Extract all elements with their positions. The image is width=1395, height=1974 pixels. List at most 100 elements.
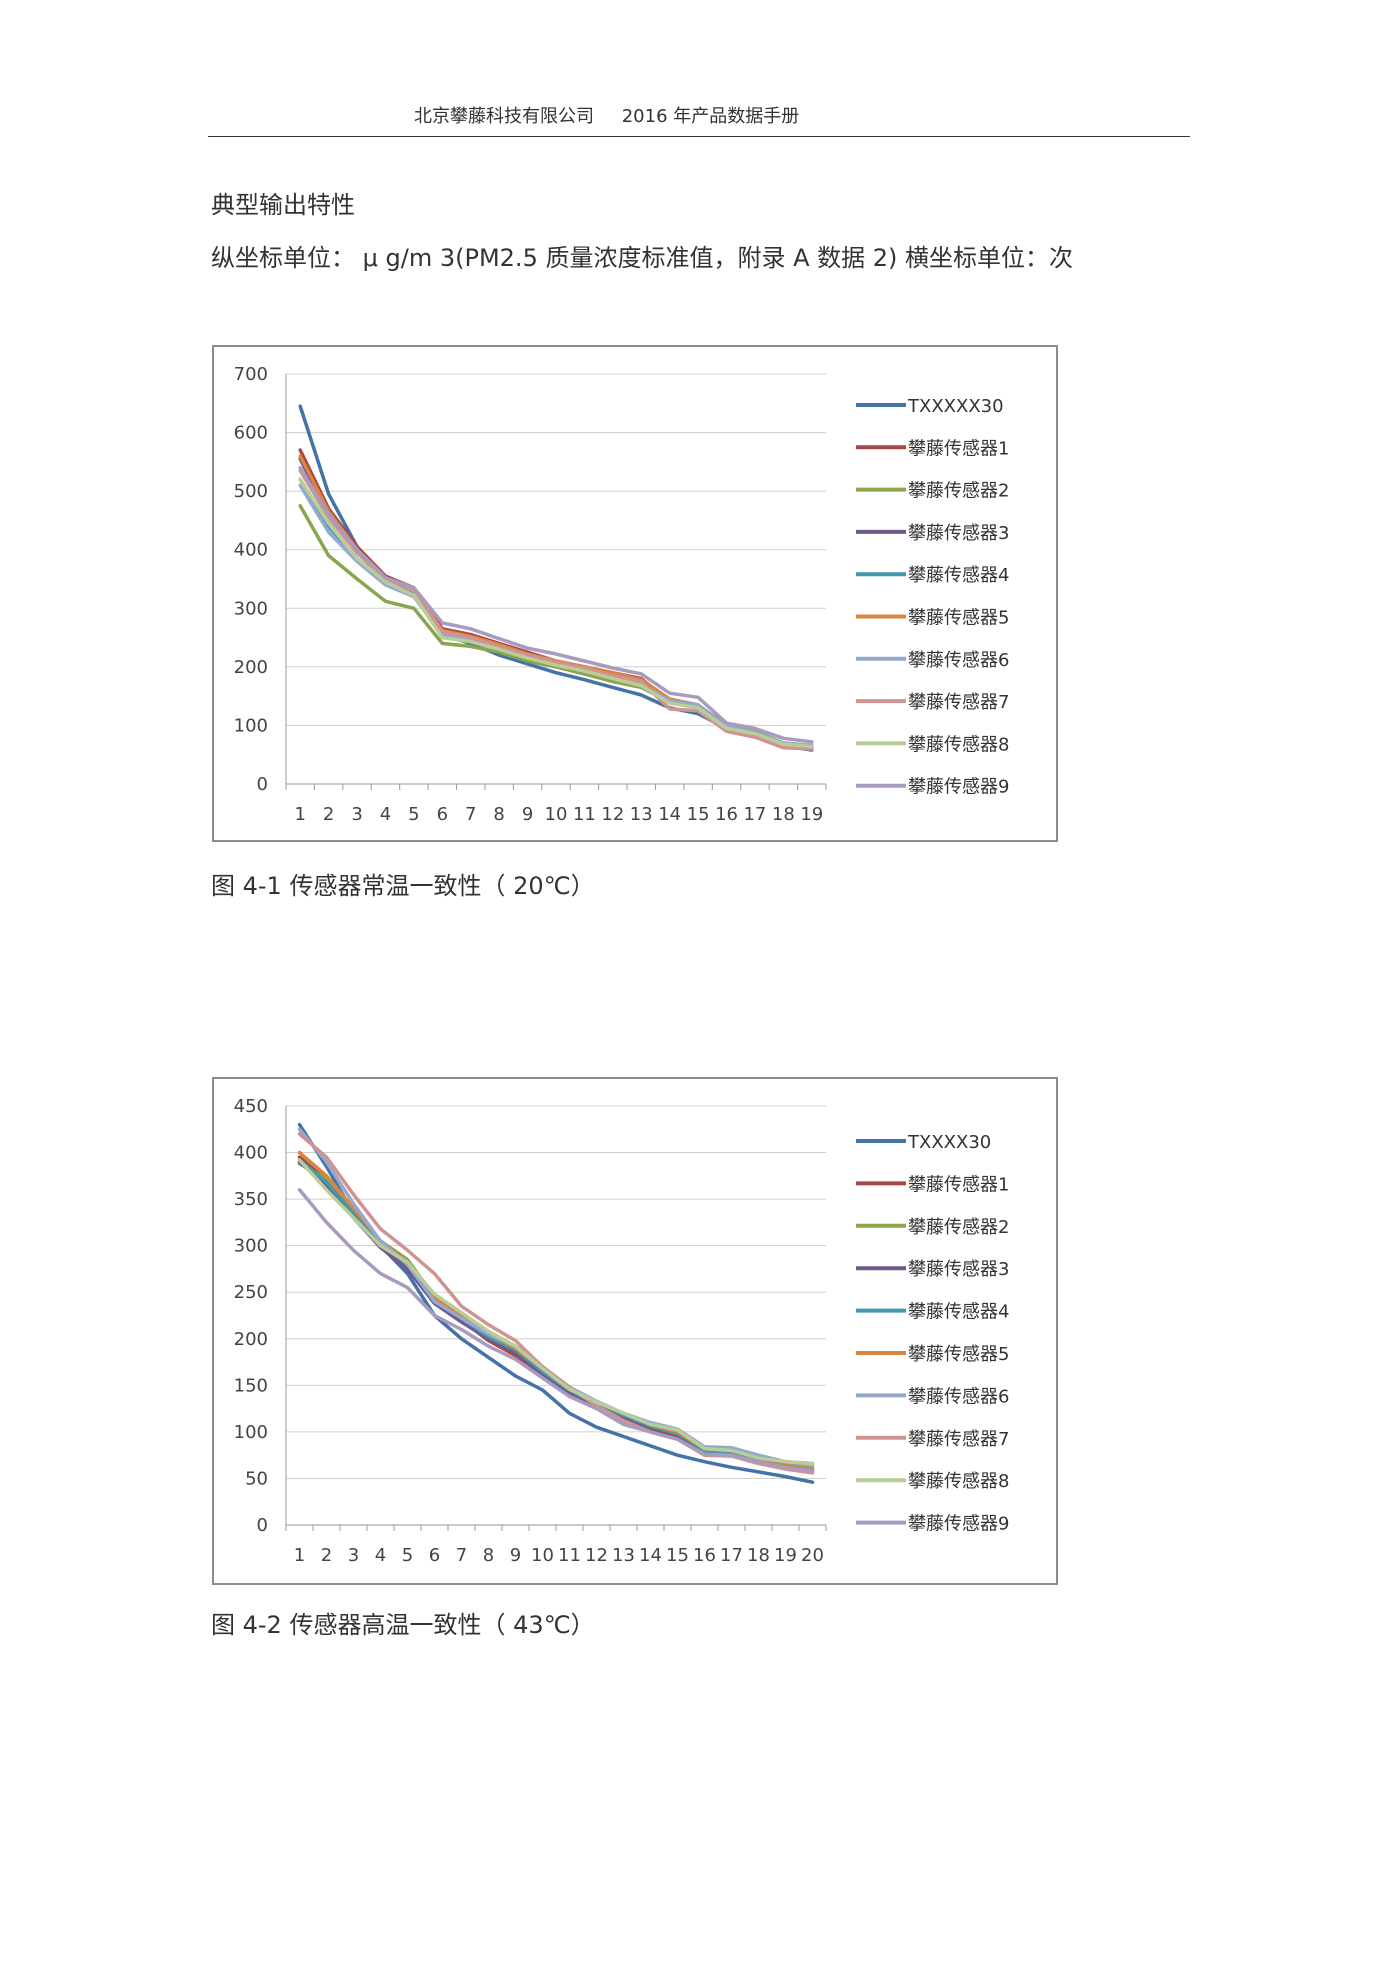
series-line-sensor-2 bbox=[298, 504, 814, 748]
y-tick-label: 700 bbox=[234, 364, 268, 385]
series-line-sensor-5 bbox=[297, 1150, 815, 1470]
series-line-sensor-6 bbox=[298, 483, 814, 748]
y-tick-label: 250 bbox=[234, 1282, 268, 1303]
chart-high-temperature: 0 50 100 150 200 250 300 350 400 450 1 2 3 4 5 6 7 8 9 10 11… bbox=[212, 1077, 1058, 1585]
x-tick-label: 16 bbox=[693, 1545, 716, 1566]
x-tick-label: 6 bbox=[429, 1545, 440, 1566]
series-line-sensor-1 bbox=[298, 448, 814, 750]
series-line-sensor-9 bbox=[297, 1188, 815, 1473]
x-tick-label: 4 bbox=[380, 804, 391, 825]
unit-description: 纵坐标单位： μ g/m 3(PM2.5 质量浓度标准值，附录 A 数据 2) … bbox=[211, 244, 1074, 272]
y-tick-label: 200 bbox=[234, 1329, 268, 1350]
series-line-sensor-2 bbox=[297, 1161, 815, 1466]
x-tick-label: 14 bbox=[639, 1545, 662, 1566]
y-tick-label: 100 bbox=[234, 1422, 268, 1443]
series-line-sensor-7 bbox=[297, 1132, 815, 1475]
x-tick-label: 10 bbox=[545, 804, 568, 825]
legend-label: 攀藤传感器6 bbox=[908, 1386, 1009, 1407]
series-line-sensor-3 bbox=[297, 1160, 815, 1473]
x-tick-label: 19 bbox=[800, 804, 823, 825]
series-line-sensor-7 bbox=[298, 468, 814, 751]
x-tick-label: 6 bbox=[437, 804, 448, 825]
series-line-sensor-1 bbox=[297, 1155, 815, 1473]
x-tick-label: 11 bbox=[558, 1545, 581, 1566]
legend-label: TXXXX30 bbox=[907, 1132, 991, 1153]
y-tick-label: 450 bbox=[234, 1096, 268, 1117]
legend-label: 攀藤传感器8 bbox=[908, 734, 1009, 755]
y-tick-label: 600 bbox=[234, 423, 268, 444]
x-tick-label: 2 bbox=[321, 1545, 332, 1566]
x-tick-label: 3 bbox=[351, 804, 362, 825]
y-tick-label: 300 bbox=[234, 1236, 268, 1257]
legend-label: 攀藤传感器6 bbox=[908, 650, 1009, 671]
chart-room-temperature: 0 100 200 300 400 500 600 700 1 2 3 4 5 6 7 8 9 10 11 12 13 1… bbox=[212, 345, 1058, 842]
x-tick-label: 7 bbox=[465, 804, 476, 825]
x-tick-label: 2 bbox=[323, 804, 334, 825]
legend-label: 攀藤传感器9 bbox=[908, 777, 1009, 798]
y-tick-label: 400 bbox=[234, 540, 268, 561]
x-tick-label: 5 bbox=[402, 1545, 413, 1566]
series-line-sensor-6 bbox=[297, 1127, 815, 1468]
y-tick-label: 0 bbox=[257, 1515, 268, 1536]
x-tick-label: 15 bbox=[687, 804, 710, 825]
chart1-caption: 图 4-1 传感器常温一致性（ 20℃） bbox=[211, 872, 595, 900]
y-tick-label: 50 bbox=[245, 1468, 268, 1489]
x-tick-label: 17 bbox=[720, 1545, 743, 1566]
legend-label: 攀藤传感器3 bbox=[908, 523, 1009, 544]
x-tick-label: 11 bbox=[573, 804, 596, 825]
series-line-sensor-8 bbox=[297, 1158, 815, 1466]
legend-label: 攀藤传感器4 bbox=[908, 1302, 1009, 1323]
x-tick-label: 9 bbox=[510, 1545, 521, 1566]
legend-label: 攀藤传感器4 bbox=[908, 565, 1009, 586]
series-line-sensor-4 bbox=[298, 477, 814, 749]
x-tick-label: 8 bbox=[483, 1545, 494, 1566]
x-tick-label: 1 bbox=[294, 1545, 305, 1566]
x-tick-label: 12 bbox=[601, 804, 624, 825]
y-tick-label: 300 bbox=[234, 598, 268, 619]
x-tick-label: 7 bbox=[456, 1545, 467, 1566]
x-tick-label: 5 bbox=[408, 804, 419, 825]
x-tick-label: 3 bbox=[348, 1545, 359, 1566]
header-company: 北京攀藤科技有限公司 bbox=[414, 106, 594, 127]
legend-label: 攀藤传感器5 bbox=[908, 608, 1009, 629]
x-tick-label: 12 bbox=[585, 1545, 608, 1566]
x-tick-label: 13 bbox=[630, 804, 653, 825]
series-line-sensor-5 bbox=[298, 454, 814, 749]
legend-label: 攀藤传感器2 bbox=[908, 481, 1009, 502]
legend-label: 攀藤传感器7 bbox=[908, 1429, 1009, 1450]
y-tick-label: 150 bbox=[234, 1375, 268, 1396]
legend-label: TXXXXX30 bbox=[907, 396, 1004, 417]
section-title: 典型输出特性 bbox=[211, 191, 355, 219]
x-tick-label: 13 bbox=[612, 1545, 635, 1566]
legend-label: 攀藤传感器7 bbox=[908, 692, 1009, 713]
chart2-caption: 图 4-2 传感器高温一致性（ 43℃） bbox=[211, 1611, 595, 1639]
x-tick-label: 18 bbox=[772, 804, 795, 825]
legend-label: 攀藤传感器3 bbox=[908, 1259, 1009, 1280]
x-tick-label: 16 bbox=[715, 804, 738, 825]
y-tick-label: 100 bbox=[234, 715, 268, 736]
x-tick-label: 14 bbox=[658, 804, 681, 825]
series-line-txxxx30 bbox=[297, 1122, 815, 1484]
y-tick-label: 400 bbox=[234, 1143, 268, 1164]
legend-label: 攀藤传感器8 bbox=[908, 1471, 1009, 1492]
header-text: 北京攀藤科技有限公司 2016 年产品数据手册 bbox=[414, 102, 821, 128]
y-tick-label: 350 bbox=[234, 1189, 268, 1210]
x-tick-label: 17 bbox=[743, 804, 766, 825]
series-line-sensor-3 bbox=[298, 457, 814, 749]
x-tick-label: 19 bbox=[774, 1545, 797, 1566]
x-tick-label: 20 bbox=[801, 1545, 824, 1566]
legend-label: 攀藤传感器1 bbox=[908, 438, 1009, 459]
legend-label: 攀藤传感器1 bbox=[908, 1174, 1009, 1195]
legend-label: 攀藤传感器5 bbox=[908, 1344, 1009, 1365]
legend-label: 攀藤传感器9 bbox=[908, 1514, 1009, 1535]
x-tick-label: 8 bbox=[493, 804, 504, 825]
y-tick-label: 0 bbox=[257, 774, 268, 795]
x-tick-label: 15 bbox=[666, 1545, 689, 1566]
series-line-sensor-9 bbox=[298, 465, 814, 744]
header-title: 2016 年产品数据手册 bbox=[621, 106, 800, 127]
legend-label: 攀藤传感器2 bbox=[908, 1217, 1009, 1238]
x-tick-label: 1 bbox=[294, 804, 305, 825]
x-tick-label: 4 bbox=[375, 1545, 386, 1566]
